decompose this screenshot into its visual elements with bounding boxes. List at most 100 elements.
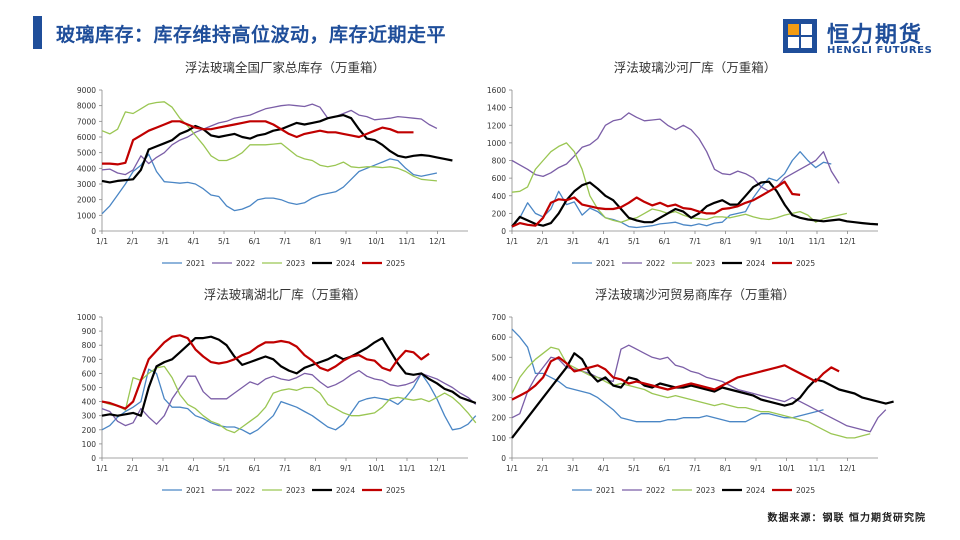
y-tick-label: 500 — [492, 353, 507, 362]
y-tick-label: 200 — [492, 209, 507, 218]
legend-label-2022: 2022 — [646, 259, 665, 268]
y-tick-label: 2000 — [77, 196, 96, 205]
x-tick-label: 9/1 — [340, 464, 352, 473]
x-tick-label: 11/1 — [399, 237, 416, 246]
x-tick-label: 12/1 — [839, 464, 856, 473]
series-line-2021 — [101, 153, 438, 215]
y-tick-label: 7000 — [77, 117, 96, 126]
legend-label-2022: 2022 — [646, 486, 665, 495]
x-tick-label: 12/1 — [839, 237, 856, 246]
x-tick-label: 7/1 — [689, 464, 701, 473]
x-tick-label: 6/1 — [248, 464, 260, 473]
legend-label-2024: 2024 — [746, 259, 765, 268]
series-line-2023 — [101, 101, 437, 182]
hengli-logo-icon — [783, 19, 817, 53]
x-tick-label: 4/1 — [597, 464, 609, 473]
chart-panel-2: 浮法玻璃沙河厂库（万重箱） 0 200 400 600 800 1000 1200 1400 16… — [487, 60, 879, 268]
y-tick-label: 200 — [492, 414, 507, 423]
y-tick-label: 1000 — [77, 211, 96, 220]
data-source-note: 数据来源：钢联 恒力期货研究院 — [767, 513, 926, 524]
legend-label-2023: 2023 — [696, 486, 715, 495]
legend-label-2023: 2023 — [286, 486, 305, 495]
y-tick-label: 0 — [91, 227, 96, 236]
x-tick-label: 11/1 — [809, 464, 826, 473]
x-tick-label: 11/1 — [399, 464, 416, 473]
series-line-2024 — [511, 352, 894, 439]
y-tick-label: 400 — [492, 373, 507, 382]
x-tick-label: 5/1 — [628, 237, 640, 246]
x-tick-label: 3/1 — [157, 464, 169, 473]
x-tick-label: 10/1 — [778, 464, 795, 473]
legend-label-2024: 2024 — [336, 486, 355, 495]
series-line-2024 — [101, 335, 477, 417]
legend-label-2024: 2024 — [746, 486, 765, 495]
x-tick-label: 6/1 — [248, 237, 260, 246]
y-tick-label: 5000 — [77, 149, 96, 158]
x-tick-label: 4/1 — [187, 464, 199, 473]
legend-label-2023: 2023 — [286, 259, 305, 268]
y-tick-label: 800 — [82, 341, 97, 350]
x-tick-label: 9/1 — [750, 464, 762, 473]
x-tick-label: 10/1 — [778, 237, 795, 246]
x-tick-label: 1/1 — [506, 237, 518, 246]
chart-panel-1: 浮法玻璃全国厂家总库存（万重箱） 0 1000 2000 3000 4000 5000 600… — [77, 60, 468, 268]
chart-title: 浮法玻璃沙河贸易商库存（万重箱） — [595, 287, 795, 302]
logo-english-name: HENGLI FUTURES — [827, 45, 933, 56]
series-line-2024 — [511, 180, 879, 228]
x-tick-label: 5/1 — [628, 464, 640, 473]
y-tick-label: 300 — [492, 394, 507, 403]
y-tick-label: 400 — [492, 192, 507, 201]
y-tick-label: 600 — [82, 369, 97, 378]
x-tick-label: 9/1 — [340, 237, 352, 246]
y-tick-label: 8000 — [77, 102, 96, 111]
y-tick-label: 1000 — [487, 139, 506, 148]
x-tick-label: 12/1 — [429, 237, 446, 246]
series-line-2022 — [511, 112, 840, 192]
x-tick-label: 4/1 — [597, 237, 609, 246]
x-tick-label: 8/1 — [719, 237, 731, 246]
legend-label-2022: 2022 — [236, 486, 255, 495]
x-tick-label: 2/1 — [126, 464, 138, 473]
y-tick-label: 600 — [492, 174, 507, 183]
y-tick-label: 1600 — [487, 86, 506, 95]
series-line-2025 — [511, 180, 801, 228]
y-tick-label: 400 — [82, 398, 97, 407]
legend-label-2021: 2021 — [596, 259, 615, 268]
x-tick-label: 11/1 — [809, 237, 826, 246]
y-tick-label: 100 — [492, 434, 507, 443]
x-tick-label: 3/1 — [567, 237, 579, 246]
series-line-2024 — [101, 113, 453, 184]
y-tick-label: 1400 — [487, 104, 506, 113]
series-line-2022 — [511, 344, 887, 433]
y-tick-label: 0 — [501, 454, 506, 463]
page-title: 玻璃库存：库存维持高位波动，库存近期走平 — [56, 24, 447, 46]
x-tick-label: 10/1 — [368, 237, 385, 246]
y-tick-label: 4000 — [77, 164, 96, 173]
x-tick-label: 3/1 — [567, 464, 579, 473]
x-tick-label: 1/1 — [506, 464, 518, 473]
y-tick-label: 6000 — [77, 133, 96, 142]
y-tick-label: 700 — [492, 313, 507, 322]
y-tick-label: 0 — [501, 227, 506, 236]
x-tick-label: 8/1 — [719, 464, 731, 473]
x-tick-label: 3/1 — [157, 237, 169, 246]
x-tick-label: 10/1 — [368, 464, 385, 473]
x-tick-label: 7/1 — [279, 237, 291, 246]
legend-label-2025: 2025 — [796, 486, 815, 495]
chart-panel-4: 浮法玻璃沙河贸易商库存（万重箱） 0 100 200 300 400 500 600 700 1/… — [492, 287, 894, 495]
x-tick-label: 4/1 — [187, 237, 199, 246]
series-line-2021 — [511, 328, 824, 423]
x-tick-label: 2/1 — [536, 237, 548, 246]
series-line-2025 — [102, 120, 414, 166]
legend-label-2022: 2022 — [236, 259, 255, 268]
x-tick-label: 6/1 — [658, 464, 670, 473]
x-tick-label: 5/1 — [218, 464, 230, 473]
x-tick-label: 7/1 — [279, 464, 291, 473]
y-tick-label: 0 — [91, 454, 96, 463]
x-tick-label: 6/1 — [658, 237, 670, 246]
chart-title: 浮法玻璃全国厂家总库存（万重箱） — [185, 60, 385, 75]
x-tick-label: 9/1 — [750, 237, 762, 246]
x-tick-label: 12/1 — [429, 464, 446, 473]
title-accent-bar — [33, 16, 42, 49]
brand-logo: 恒力期货 HENGLI FUTURES — [783, 17, 943, 61]
